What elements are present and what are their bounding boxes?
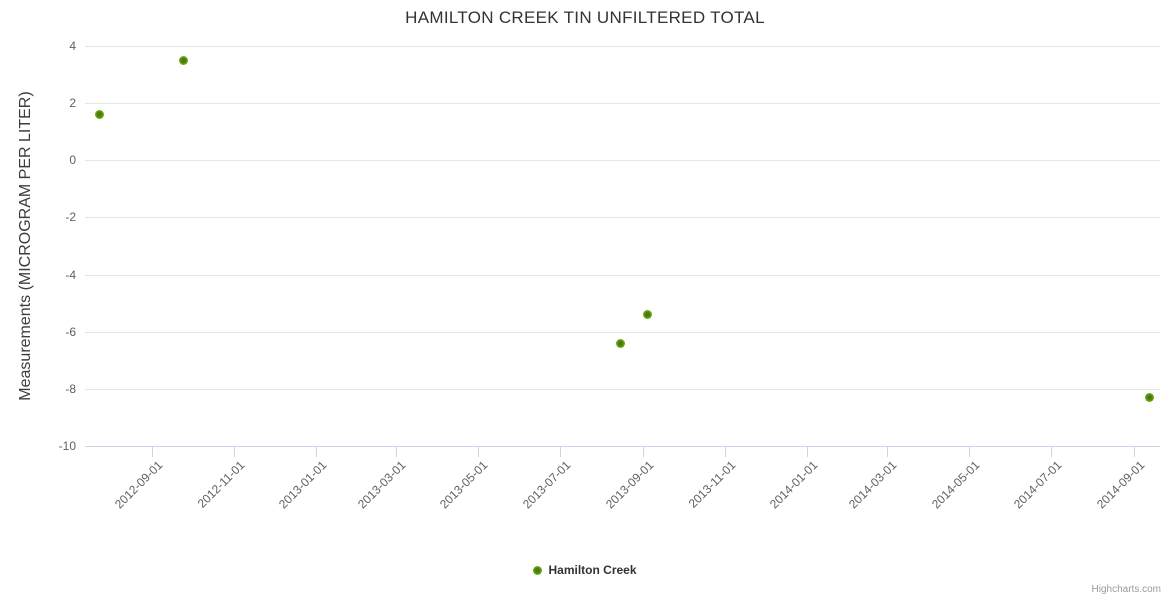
y-axis-label: -8	[65, 381, 76, 396]
x-axis-label-text: 2014-03-01	[846, 458, 900, 512]
y-axis-label: 4	[69, 39, 76, 53]
x-axis-tick	[1051, 447, 1053, 457]
x-axis-label-text: 2012-11-01	[194, 458, 248, 511]
plot-area	[85, 46, 1160, 457]
gridline	[85, 160, 1160, 162]
data-point[interactable]	[615, 338, 625, 348]
legend-label: Hamilton Creek	[548, 563, 637, 577]
data-point[interactable]	[178, 55, 188, 65]
gridline	[85, 331, 1160, 333]
x-axis-tick	[559, 447, 561, 457]
x-axis-tick	[886, 447, 888, 457]
data-point[interactable]	[642, 310, 652, 320]
x-axis-tick	[725, 447, 727, 457]
x-axis-tick	[395, 447, 397, 457]
gridline	[85, 103, 1160, 105]
gridline	[85, 274, 1160, 276]
gridline	[85, 217, 1160, 219]
y-axis-label: -6	[65, 324, 76, 339]
x-axis-tick	[234, 447, 236, 457]
x-axis-label-text: 2013-07-01	[519, 458, 573, 512]
y-axis-label: 2	[69, 96, 76, 111]
x-axis-line	[85, 446, 1160, 447]
x-axis-tick	[316, 447, 318, 457]
chart-title: HAMILTON CREEK TIN UNFILTERED TOTAL	[405, 8, 765, 27]
data-point[interactable]	[95, 110, 105, 120]
y-axis-title: Measurements (MICROGRAM PER LITER)	[17, 91, 34, 401]
x-axis-label-text: 2013-03-01	[355, 458, 409, 512]
x-axis-tick	[968, 447, 970, 457]
y-axis-label: 0	[69, 153, 76, 168]
highcharts-credits-link[interactable]: Highcharts.com	[1091, 584, 1161, 595]
x-axis-label-text: 2013-05-01	[437, 458, 491, 512]
y-axis-label: -4	[65, 267, 76, 282]
x-axis-label-text: 2013-11-01	[685, 458, 739, 511]
legend-item-hamilton-creek[interactable]: Hamilton Creek	[0, 563, 1170, 577]
data-point[interactable]	[1144, 392, 1154, 402]
y-axis-label: -10	[58, 439, 76, 453]
x-axis-tick	[807, 447, 809, 457]
y-axis-label: -2	[65, 210, 76, 225]
gridline	[85, 388, 1160, 390]
x-axis-tick	[1134, 447, 1136, 457]
x-axis-label-text: 2014-09-01	[1094, 458, 1148, 512]
legend-marker-icon	[533, 565, 543, 575]
x-axis-label-text: 2014-07-01	[1010, 458, 1064, 512]
x-axis-tick	[152, 447, 154, 457]
gridline	[85, 46, 1160, 47]
x-axis-label-text: 2012-09-01	[111, 458, 166, 512]
x-axis-label-text: 2013-01-01	[275, 458, 330, 512]
x-axis-tick	[643, 447, 645, 457]
x-axis-label-text: 2014-01-01	[767, 458, 821, 512]
x-axis-tick	[477, 447, 479, 457]
x-axis-label-text: 2013-09-01	[602, 458, 657, 512]
x-axis-label-text: 2014-05-01	[928, 458, 982, 512]
